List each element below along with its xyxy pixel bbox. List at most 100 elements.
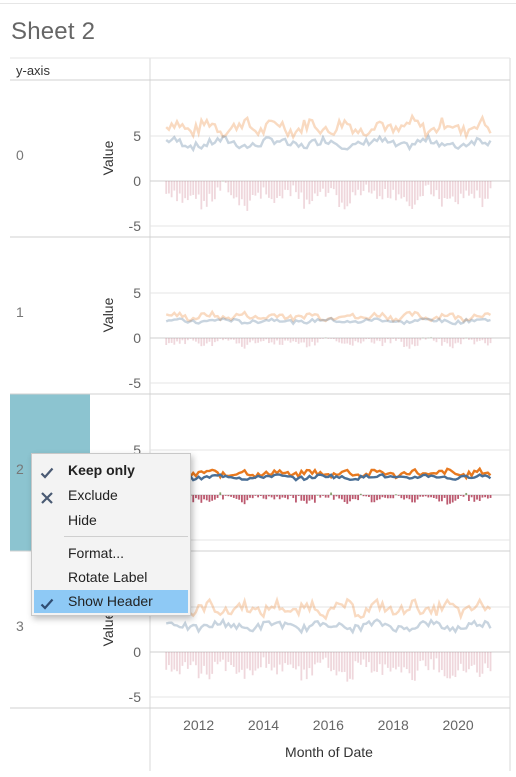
difference-bar[interactable] xyxy=(273,495,276,500)
difference-bar[interactable] xyxy=(405,338,408,347)
difference-bar[interactable] xyxy=(351,495,354,500)
blue-series-line[interactable] xyxy=(165,473,492,482)
difference-bar[interactable] xyxy=(292,652,295,669)
difference-bar[interactable] xyxy=(192,181,195,195)
difference-bar[interactable] xyxy=(330,652,332,672)
difference-bar[interactable] xyxy=(276,495,278,497)
difference-bar[interactable] xyxy=(276,338,278,341)
difference-bar[interactable] xyxy=(313,652,316,665)
difference-bar[interactable] xyxy=(400,495,403,499)
difference-bar[interactable] xyxy=(270,495,273,498)
difference-bar[interactable] xyxy=(186,338,189,341)
difference-bar[interactable] xyxy=(416,495,419,500)
difference-bar[interactable] xyxy=(462,338,465,340)
difference-bar[interactable] xyxy=(189,181,192,196)
difference-bar[interactable] xyxy=(208,181,211,194)
difference-bar[interactable] xyxy=(484,652,487,664)
blue-series-line[interactable] xyxy=(165,133,492,153)
difference-bar[interactable] xyxy=(427,495,430,498)
difference-bar[interactable] xyxy=(224,495,227,496)
difference-bar[interactable] xyxy=(484,181,487,199)
difference-bar[interactable] xyxy=(449,495,451,504)
difference-bar[interactable] xyxy=(281,495,284,498)
difference-bar[interactable] xyxy=(259,652,262,668)
difference-bar[interactable] xyxy=(332,495,335,500)
difference-bar[interactable] xyxy=(338,338,341,343)
difference-bar[interactable] xyxy=(176,181,178,202)
difference-bar[interactable] xyxy=(376,338,378,341)
row-header-label[interactable]: 0 xyxy=(16,147,24,163)
difference-bar[interactable] xyxy=(197,181,200,195)
difference-bar[interactable] xyxy=(235,495,238,499)
difference-bar[interactable] xyxy=(230,495,232,497)
difference-bar[interactable] xyxy=(346,495,349,504)
difference-bar[interactable] xyxy=(324,652,327,658)
difference-bar[interactable] xyxy=(292,338,295,342)
difference-bar[interactable] xyxy=(300,652,303,681)
difference-bar[interactable] xyxy=(424,652,427,667)
difference-bar[interactable] xyxy=(265,181,268,195)
difference-bar[interactable] xyxy=(457,181,460,205)
difference-bar[interactable] xyxy=(284,495,287,498)
difference-bar[interactable] xyxy=(222,338,224,341)
difference-bar[interactable] xyxy=(486,338,489,346)
difference-bar[interactable] xyxy=(208,652,211,680)
difference-bar[interactable] xyxy=(324,495,327,498)
difference-bar[interactable] xyxy=(235,338,238,344)
orange-series-line[interactable] xyxy=(165,309,492,323)
difference-bar[interactable] xyxy=(468,338,470,340)
difference-bar[interactable] xyxy=(443,495,446,498)
difference-bar[interactable] xyxy=(165,181,168,194)
difference-bar[interactable] xyxy=(219,338,222,339)
difference-bar[interactable] xyxy=(322,181,324,189)
difference-bar[interactable] xyxy=(397,338,400,339)
difference-bar[interactable] xyxy=(346,652,349,682)
difference-bar[interactable] xyxy=(295,652,297,670)
difference-bar[interactable] xyxy=(249,495,251,498)
difference-bar[interactable] xyxy=(232,181,235,199)
difference-bar[interactable] xyxy=(400,652,403,673)
difference-bar[interactable] xyxy=(230,181,232,196)
difference-bar[interactable] xyxy=(416,652,419,671)
difference-bar[interactable] xyxy=(322,652,324,660)
difference-bar[interactable] xyxy=(297,652,300,667)
difference-bar[interactable] xyxy=(319,181,322,192)
difference-bar[interactable] xyxy=(357,181,360,190)
difference-bar[interactable] xyxy=(230,652,232,666)
row-header-label[interactable]: 2 xyxy=(16,461,24,477)
difference-bar[interactable] xyxy=(213,181,216,200)
difference-bar[interactable] xyxy=(451,338,454,349)
difference-bar[interactable] xyxy=(462,495,465,497)
difference-bar[interactable] xyxy=(222,495,224,500)
difference-bar[interactable] xyxy=(476,495,478,500)
difference-bar[interactable] xyxy=(419,495,422,497)
row-header-label[interactable]: 1 xyxy=(16,304,24,320)
difference-bar[interactable] xyxy=(484,495,487,498)
difference-bar[interactable] xyxy=(378,495,381,500)
difference-bar[interactable] xyxy=(373,338,376,344)
difference-bar[interactable] xyxy=(316,181,319,197)
difference-bar[interactable] xyxy=(284,181,287,190)
orange-series-line[interactable] xyxy=(165,466,492,481)
difference-bar[interactable] xyxy=(373,495,376,503)
difference-bar[interactable] xyxy=(211,181,214,202)
difference-bar[interactable] xyxy=(432,338,435,341)
difference-bar[interactable] xyxy=(243,495,246,505)
difference-bar[interactable] xyxy=(297,495,300,496)
difference-bar[interactable] xyxy=(289,181,292,197)
difference-bar[interactable] xyxy=(354,652,357,662)
difference-bar[interactable] xyxy=(165,652,168,670)
difference-bar[interactable] xyxy=(259,181,262,199)
difference-bar[interactable] xyxy=(476,181,478,191)
difference-bar[interactable] xyxy=(278,652,281,665)
difference-bar[interactable] xyxy=(213,652,216,662)
difference-bar[interactable] xyxy=(438,495,441,502)
difference-bar[interactable] xyxy=(257,495,260,498)
difference-bar[interactable] xyxy=(435,181,438,191)
difference-bar[interactable] xyxy=(286,495,289,500)
difference-bar[interactable] xyxy=(424,495,427,497)
difference-bar[interactable] xyxy=(405,181,408,202)
difference-bar[interactable] xyxy=(376,181,378,199)
difference-bar[interactable] xyxy=(351,181,354,193)
difference-bar[interactable] xyxy=(176,652,178,672)
